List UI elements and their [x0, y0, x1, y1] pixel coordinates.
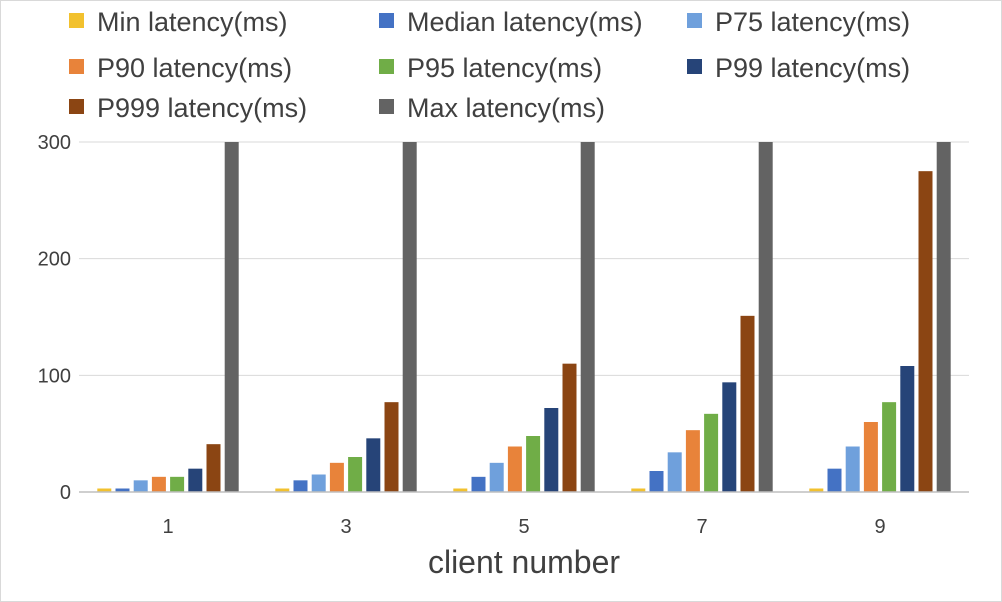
bar: [685, 430, 700, 492]
bar: [704, 413, 719, 492]
bar: [275, 488, 290, 492]
bar: [758, 142, 773, 492]
x-axis: 1 3 5 7 9: [79, 491, 969, 538]
bar: [918, 171, 933, 492]
bar: [740, 315, 755, 492]
x-tick-label: 5: [518, 516, 529, 538]
y-tick-label: 300: [38, 132, 71, 154]
legend-label: P99 latency(ms): [715, 53, 910, 83]
bar: [667, 452, 682, 492]
bar: [170, 476, 185, 492]
legend-item: Max latency(ms): [379, 93, 605, 123]
x-tick-label: 9: [874, 516, 885, 538]
legend-swatch: [379, 99, 394, 114]
legend-item: Median latency(ms): [379, 7, 643, 37]
y-tick-label: 0: [60, 482, 71, 504]
bar: [900, 366, 915, 492]
bar: [206, 444, 221, 492]
bar: [562, 363, 577, 492]
legend-label: P75 latency(ms): [715, 7, 910, 37]
bar: [329, 462, 344, 492]
bar: [348, 457, 363, 492]
bar: [188, 468, 203, 492]
legend-item: P999 latency(ms): [69, 93, 307, 123]
legend-item: P75 latency(ms): [687, 7, 910, 37]
bar: [882, 402, 897, 492]
bars: [97, 142, 951, 492]
bar: [936, 142, 951, 492]
bar: [863, 422, 878, 492]
legend-swatch: [69, 99, 84, 114]
bar: [224, 142, 239, 492]
legend-item: P99 latency(ms): [687, 53, 910, 83]
legend-label: P999 latency(ms): [97, 93, 307, 123]
x-tick-label: 3: [340, 516, 351, 538]
legend: Min latency(ms) Median latency(ms) P75 lat…: [69, 7, 910, 123]
legend-label: Median latency(ms): [407, 7, 643, 37]
legend-swatch: [69, 59, 84, 74]
legend-swatch: [379, 13, 394, 28]
bar: [402, 142, 417, 492]
bar: [845, 446, 860, 492]
legend-label: Min latency(ms): [97, 7, 288, 37]
legend-item: P95 latency(ms): [379, 53, 602, 83]
legend-swatch: [379, 59, 394, 74]
bar: [722, 382, 737, 492]
bar: [366, 438, 381, 492]
legend-swatch: [687, 13, 702, 28]
bar: [453, 488, 468, 492]
bar: [580, 142, 595, 492]
legend-item: Min latency(ms): [69, 7, 288, 37]
bar: [526, 436, 541, 492]
bar: [544, 408, 559, 492]
x-axis-title: client number: [428, 544, 620, 580]
bar: [809, 488, 824, 492]
bar: [489, 462, 504, 492]
legend-label: Max latency(ms): [407, 93, 605, 123]
bar: [471, 476, 486, 492]
legend-item: P90 latency(ms): [69, 53, 292, 83]
bar: [97, 488, 112, 492]
legend-label: P95 latency(ms): [407, 53, 602, 83]
bar: [293, 480, 308, 492]
y-tick-label: 100: [38, 365, 71, 387]
bar: [133, 480, 148, 492]
legend-label: P90 latency(ms): [97, 53, 292, 83]
bar: [115, 488, 130, 492]
legend-swatch: [69, 13, 84, 28]
x-tick-label: 1: [162, 516, 173, 538]
legend-swatch: [687, 59, 702, 74]
bar: [151, 476, 166, 492]
y-tick-label: 200: [38, 249, 71, 271]
bar: [631, 488, 646, 492]
bar: [507, 446, 522, 492]
x-tick-label: 7: [696, 516, 707, 538]
y-axis-ticks: 0 100 200 300: [38, 132, 71, 504]
gridlines: [79, 141, 969, 376]
bar: [311, 474, 326, 492]
bar: [827, 468, 842, 492]
bar: [649, 471, 664, 492]
bar: [384, 402, 399, 492]
